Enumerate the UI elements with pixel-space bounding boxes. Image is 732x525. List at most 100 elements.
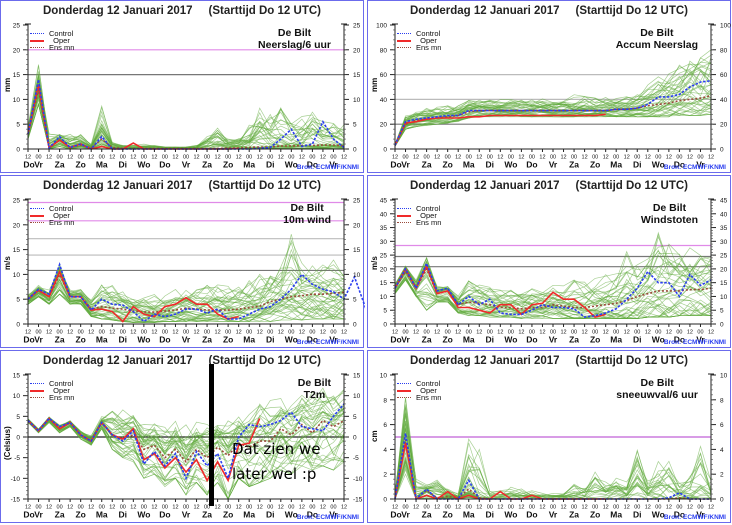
y-tick-label: 0 <box>720 322 724 329</box>
x-tick-label: 12 <box>645 330 651 336</box>
source-credit: Bron: ECMWF/KNMI <box>296 514 359 521</box>
station-name: De Bilt <box>277 27 312 39</box>
y-tick-label: -5 <box>14 455 20 462</box>
x-tick-label: 00 <box>697 330 703 336</box>
x-day-label: Vr <box>329 510 338 520</box>
y-tick-label: 6 <box>383 422 387 429</box>
panel-sneeuwval: Donderdag 12 Januari 2017 (Starttijd Do … <box>367 350 731 523</box>
y-tick-label: 10 <box>380 294 388 301</box>
x-day-label: Ma <box>463 510 475 520</box>
y-tick-label: 20 <box>13 222 21 229</box>
legend-label: Oper <box>49 211 70 220</box>
x-tick-label: 00 <box>592 505 598 511</box>
legend-swatch <box>397 39 411 42</box>
x-day-label: Ma <box>243 160 255 170</box>
x-tick-label: 12 <box>172 155 178 161</box>
x-tick-label: 00 <box>571 330 577 336</box>
x-tick-label: 12 <box>497 155 503 161</box>
legend-item: Oper <box>30 387 74 394</box>
legend-item: Control <box>397 30 441 37</box>
legend-item: Oper <box>30 212 74 219</box>
x-tick-label: 00 <box>225 155 231 161</box>
y-tick-label: 25 <box>720 253 728 260</box>
x-tick-label: 12 <box>413 505 419 511</box>
x-day-label: Zo <box>442 160 452 170</box>
ensemble-member-line <box>27 277 345 323</box>
x-day-label: Zo <box>223 335 233 345</box>
x-tick-label: 00 <box>288 330 294 336</box>
source-credit: Bron: ECMWF/KNMI <box>663 339 726 346</box>
x-tick-label: 00 <box>508 330 514 336</box>
x-tick-label: 12 <box>560 505 566 511</box>
x-tick-label: 00 <box>634 330 640 336</box>
x-tick-label: 00 <box>99 155 105 161</box>
x-tick-label: 00 <box>141 505 147 511</box>
legend-label: Control <box>49 204 74 213</box>
legend-swatch <box>30 39 44 42</box>
x-day-label: Do <box>390 510 401 520</box>
x-day-label: Ma <box>610 160 622 170</box>
y-tick-label: 10 <box>13 272 21 279</box>
station-name: De Bilt <box>640 377 674 389</box>
legend-label: Oper <box>416 36 437 45</box>
x-tick-label: 00 <box>204 155 210 161</box>
x-tick-label: 12 <box>645 155 651 161</box>
x-day-label: Zo <box>75 160 85 170</box>
x-tick-label: 00 <box>487 505 493 511</box>
oper-line <box>27 269 239 323</box>
x-day-label: Do <box>307 160 318 170</box>
ensemble-member-line <box>394 243 712 309</box>
x-day-label: Do <box>674 335 685 345</box>
x-tick-label: 00 <box>529 330 535 336</box>
x-tick-label: 00 <box>445 330 451 336</box>
x-day-label: Ma <box>610 510 622 520</box>
x-tick-label: 00 <box>330 505 336 511</box>
y-tick-label: -15 <box>11 497 21 504</box>
x-day-label: Do <box>159 160 170 170</box>
x-day-label: Di <box>633 510 642 520</box>
x-tick-label: 12 <box>299 330 305 336</box>
legend-label: Control <box>416 29 441 38</box>
chart-legend: Control Oper Ens mn <box>397 380 441 401</box>
source-credit: Bron: ECMWF/KNMI <box>663 514 726 521</box>
legend-item: Control <box>30 205 74 212</box>
x-tick-label: 12 <box>25 155 31 161</box>
y-tick-label: 10 <box>353 272 361 279</box>
x-tick-label: 12 <box>172 330 178 336</box>
x-tick-label: 12 <box>603 330 609 336</box>
x-tick-label: 00 <box>309 155 315 161</box>
ensemble-member-line <box>27 417 345 464</box>
x-tick-label: 12 <box>109 330 115 336</box>
x-tick-label: 00 <box>676 330 682 336</box>
y-tick-label: 5 <box>720 308 724 315</box>
x-tick-label: 12 <box>687 330 693 336</box>
x-day-label: Ma <box>610 335 622 345</box>
x-tick-label: 00 <box>402 155 408 161</box>
x-tick-label: 00 <box>288 505 294 511</box>
y-tick-label: -15 <box>353 497 363 504</box>
ens-mean-line <box>27 272 345 313</box>
x-day-label: Zo <box>590 160 600 170</box>
x-tick-label: 00 <box>288 155 294 161</box>
x-tick-label: 12 <box>392 155 398 161</box>
x-tick-label: 12 <box>320 505 326 511</box>
chart-legend: Control Oper Ens mn <box>30 205 74 226</box>
y-tick-label: 20 <box>353 222 361 229</box>
y-tick-label: 15 <box>353 72 361 79</box>
x-tick-label: 00 <box>330 330 336 336</box>
y-tick-label: 40 <box>720 211 728 218</box>
x-tick-label: 12 <box>582 155 588 161</box>
x-tick-label: 00 <box>529 505 535 511</box>
x-tick-label: 00 <box>309 330 315 336</box>
x-day-label: Wo <box>137 510 150 520</box>
x-tick-label: 12 <box>67 505 73 511</box>
x-tick-label: 12 <box>434 330 440 336</box>
x-tick-label: 12 <box>67 330 73 336</box>
x-day-label: Zo <box>442 510 452 520</box>
chart-title: Donderdag 12 Januari 2017 (Starttijd Do … <box>410 5 688 17</box>
x-tick-label: 12 <box>560 155 566 161</box>
x-tick-label: 00 <box>424 330 430 336</box>
